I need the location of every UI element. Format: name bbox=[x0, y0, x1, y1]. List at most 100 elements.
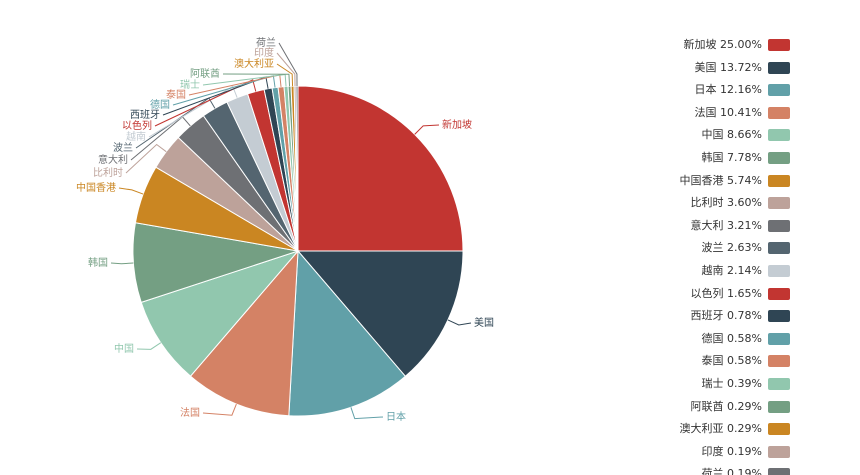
legend-item-13[interactable]: 西班牙 0.78% bbox=[600, 307, 790, 330]
leader-line-slice-12 bbox=[154, 79, 257, 127]
leader-line-slice-19 bbox=[276, 52, 296, 87]
leader-line-slice-1 bbox=[414, 124, 440, 135]
pie-label-slice-20: 荷兰 bbox=[256, 36, 276, 49]
legend-label: 阿联酋 0.29% bbox=[690, 399, 762, 413]
legend-label: 中国香港 5.74% bbox=[679, 173, 762, 187]
pie-slice-20[interactable] bbox=[295, 85, 299, 252]
legend-label: 韩国 7.78% bbox=[701, 150, 762, 164]
legend-item-2[interactable]: 美国 13.72% bbox=[600, 59, 790, 82]
legend-item-5[interactable]: 中国 8.66% bbox=[600, 126, 790, 149]
pie-label-slice-11: 越南 bbox=[126, 130, 146, 143]
pie-label-slice-15: 泰国 bbox=[166, 88, 186, 101]
legend-label: 德国 0.58% bbox=[701, 331, 762, 345]
legend-swatch bbox=[768, 377, 790, 390]
legend-label: 意大利 3.21% bbox=[690, 218, 762, 232]
legend-swatch bbox=[768, 39, 790, 51]
legend-label: 美国 13.72% bbox=[694, 60, 762, 74]
leader-line-slice-18 bbox=[276, 63, 294, 87]
legend-item-3[interactable]: 日本 12.16% bbox=[600, 81, 790, 104]
pie-label-slice-18: 澳大利亚 bbox=[234, 57, 274, 70]
legend-swatch bbox=[768, 84, 790, 97]
legend-item-4[interactable]: 法国 10.41% bbox=[600, 104, 790, 127]
legend-swatch bbox=[768, 445, 790, 458]
legend-swatch bbox=[768, 400, 790, 413]
leader-line-slice-5 bbox=[136, 342, 162, 350]
legend-swatch bbox=[768, 332, 790, 345]
legend-swatch bbox=[768, 468, 790, 475]
pie-slice-1[interactable] bbox=[297, 85, 464, 252]
legend-label: 以色列 1.65% bbox=[690, 286, 762, 300]
pie-label-slice-5: 中国 bbox=[114, 342, 134, 355]
pie-label-slice-13: 西班牙 bbox=[130, 109, 160, 121]
leader-line-slice-11 bbox=[148, 85, 238, 138]
legend-swatch bbox=[768, 61, 790, 74]
legend-label: 印度 0.19% bbox=[701, 444, 762, 458]
leader-line-slice-3 bbox=[350, 407, 384, 420]
legend-item-1[interactable]: 新加坡 25.00% bbox=[600, 36, 790, 59]
pie-label-slice-14: 德国 bbox=[150, 98, 170, 111]
pie-label-slice-8: 比利时 bbox=[93, 167, 123, 179]
pie-label-slice-7: 中国香港 bbox=[76, 181, 116, 194]
leader-line-slice-4 bbox=[202, 403, 237, 416]
pie-label-slice-9: 意大利 bbox=[98, 153, 128, 166]
legend-swatch bbox=[768, 242, 790, 255]
leader-line-slice-8 bbox=[125, 143, 167, 174]
leader-line-slice-17 bbox=[222, 73, 291, 87]
legend-item-6[interactable]: 韩国 7.78% bbox=[600, 149, 790, 172]
legend-label: 比利时 3.60% bbox=[690, 196, 762, 210]
leader-line-slice-7 bbox=[118, 187, 144, 195]
legend-item-12[interactable]: 以色列 1.65% bbox=[600, 285, 790, 308]
legend-item-20[interactable]: 荷兰 0.19% bbox=[600, 465, 790, 475]
legend-item-9[interactable]: 意大利 3.21% bbox=[600, 217, 790, 240]
legend-swatch bbox=[768, 219, 790, 232]
legend-item-15[interactable]: 泰国 0.58% bbox=[600, 352, 790, 375]
pie-label-slice-16: 瑞士 bbox=[180, 78, 200, 91]
pie-label-slice-1: 新加坡 bbox=[442, 118, 472, 131]
legend-item-18[interactable]: 澳大利亚 0.29% bbox=[600, 420, 790, 443]
pie-label-slice-4: 法国 bbox=[180, 406, 200, 419]
pie-label-slice-10: 波兰 bbox=[113, 141, 133, 154]
pie-slice-5[interactable] bbox=[140, 249, 300, 377]
legend: 新加坡 25.00% 美国 13.72% 日本 12.16% 法国 10.41% 中国 … bbox=[600, 36, 790, 475]
pie-label-slice-2: 美国 bbox=[474, 316, 494, 329]
pie-label-slice-17: 阿联酋 bbox=[190, 67, 220, 80]
legend-swatch bbox=[768, 106, 790, 119]
leader-line-slice-6 bbox=[110, 262, 134, 265]
legend-item-10[interactable]: 波兰 2.63% bbox=[600, 239, 790, 262]
pie-label-slice-3: 日本 bbox=[386, 410, 406, 423]
legend-item-11[interactable]: 越南 2.14% bbox=[600, 262, 790, 285]
leader-line-slice-2 bbox=[447, 319, 472, 326]
legend-label: 泰国 0.58% bbox=[701, 354, 762, 368]
legend-label: 荷兰 0.19% bbox=[701, 467, 762, 475]
legend-swatch bbox=[768, 264, 790, 277]
legend-item-7[interactable]: 中国香港 5.74% bbox=[600, 172, 790, 195]
legend-swatch bbox=[768, 129, 790, 142]
legend-label: 西班牙 0.78% bbox=[690, 309, 762, 323]
legend-item-16[interactable]: 瑞士 0.39% bbox=[600, 375, 790, 398]
pie-label-slice-19: 印度 bbox=[254, 46, 274, 59]
legend-swatch bbox=[768, 423, 790, 436]
legend-swatch bbox=[768, 197, 790, 210]
legend-swatch bbox=[768, 287, 790, 300]
legend-item-19[interactable]: 印度 0.19% bbox=[600, 443, 790, 466]
legend-label: 澳大利亚 0.29% bbox=[679, 422, 762, 436]
legend-label: 日本 12.16% bbox=[694, 83, 762, 97]
legend-item-17[interactable]: 阿联酋 0.29% bbox=[600, 398, 790, 421]
legend-swatch bbox=[768, 310, 790, 323]
legend-label: 中国 8.66% bbox=[701, 128, 762, 142]
legend-item-8[interactable]: 比利时 3.60% bbox=[600, 194, 790, 217]
legend-label: 法国 10.41% bbox=[694, 105, 762, 119]
legend-label: 新加坡 25.00% bbox=[683, 38, 762, 51]
legend-label: 波兰 2.63% bbox=[701, 241, 762, 255]
legend-label: 越南 2.14% bbox=[701, 263, 762, 277]
legend-label: 瑞士 0.39% bbox=[701, 376, 762, 390]
legend-swatch bbox=[768, 355, 790, 368]
legend-swatch bbox=[768, 151, 790, 164]
pie-slice-4[interactable] bbox=[189, 249, 299, 417]
pie-label-slice-12: 以色列 bbox=[122, 119, 152, 132]
legend-item-14[interactable]: 德国 0.58% bbox=[600, 330, 790, 353]
legend-swatch bbox=[768, 174, 790, 187]
pie-label-slice-6: 韩国 bbox=[88, 256, 108, 269]
